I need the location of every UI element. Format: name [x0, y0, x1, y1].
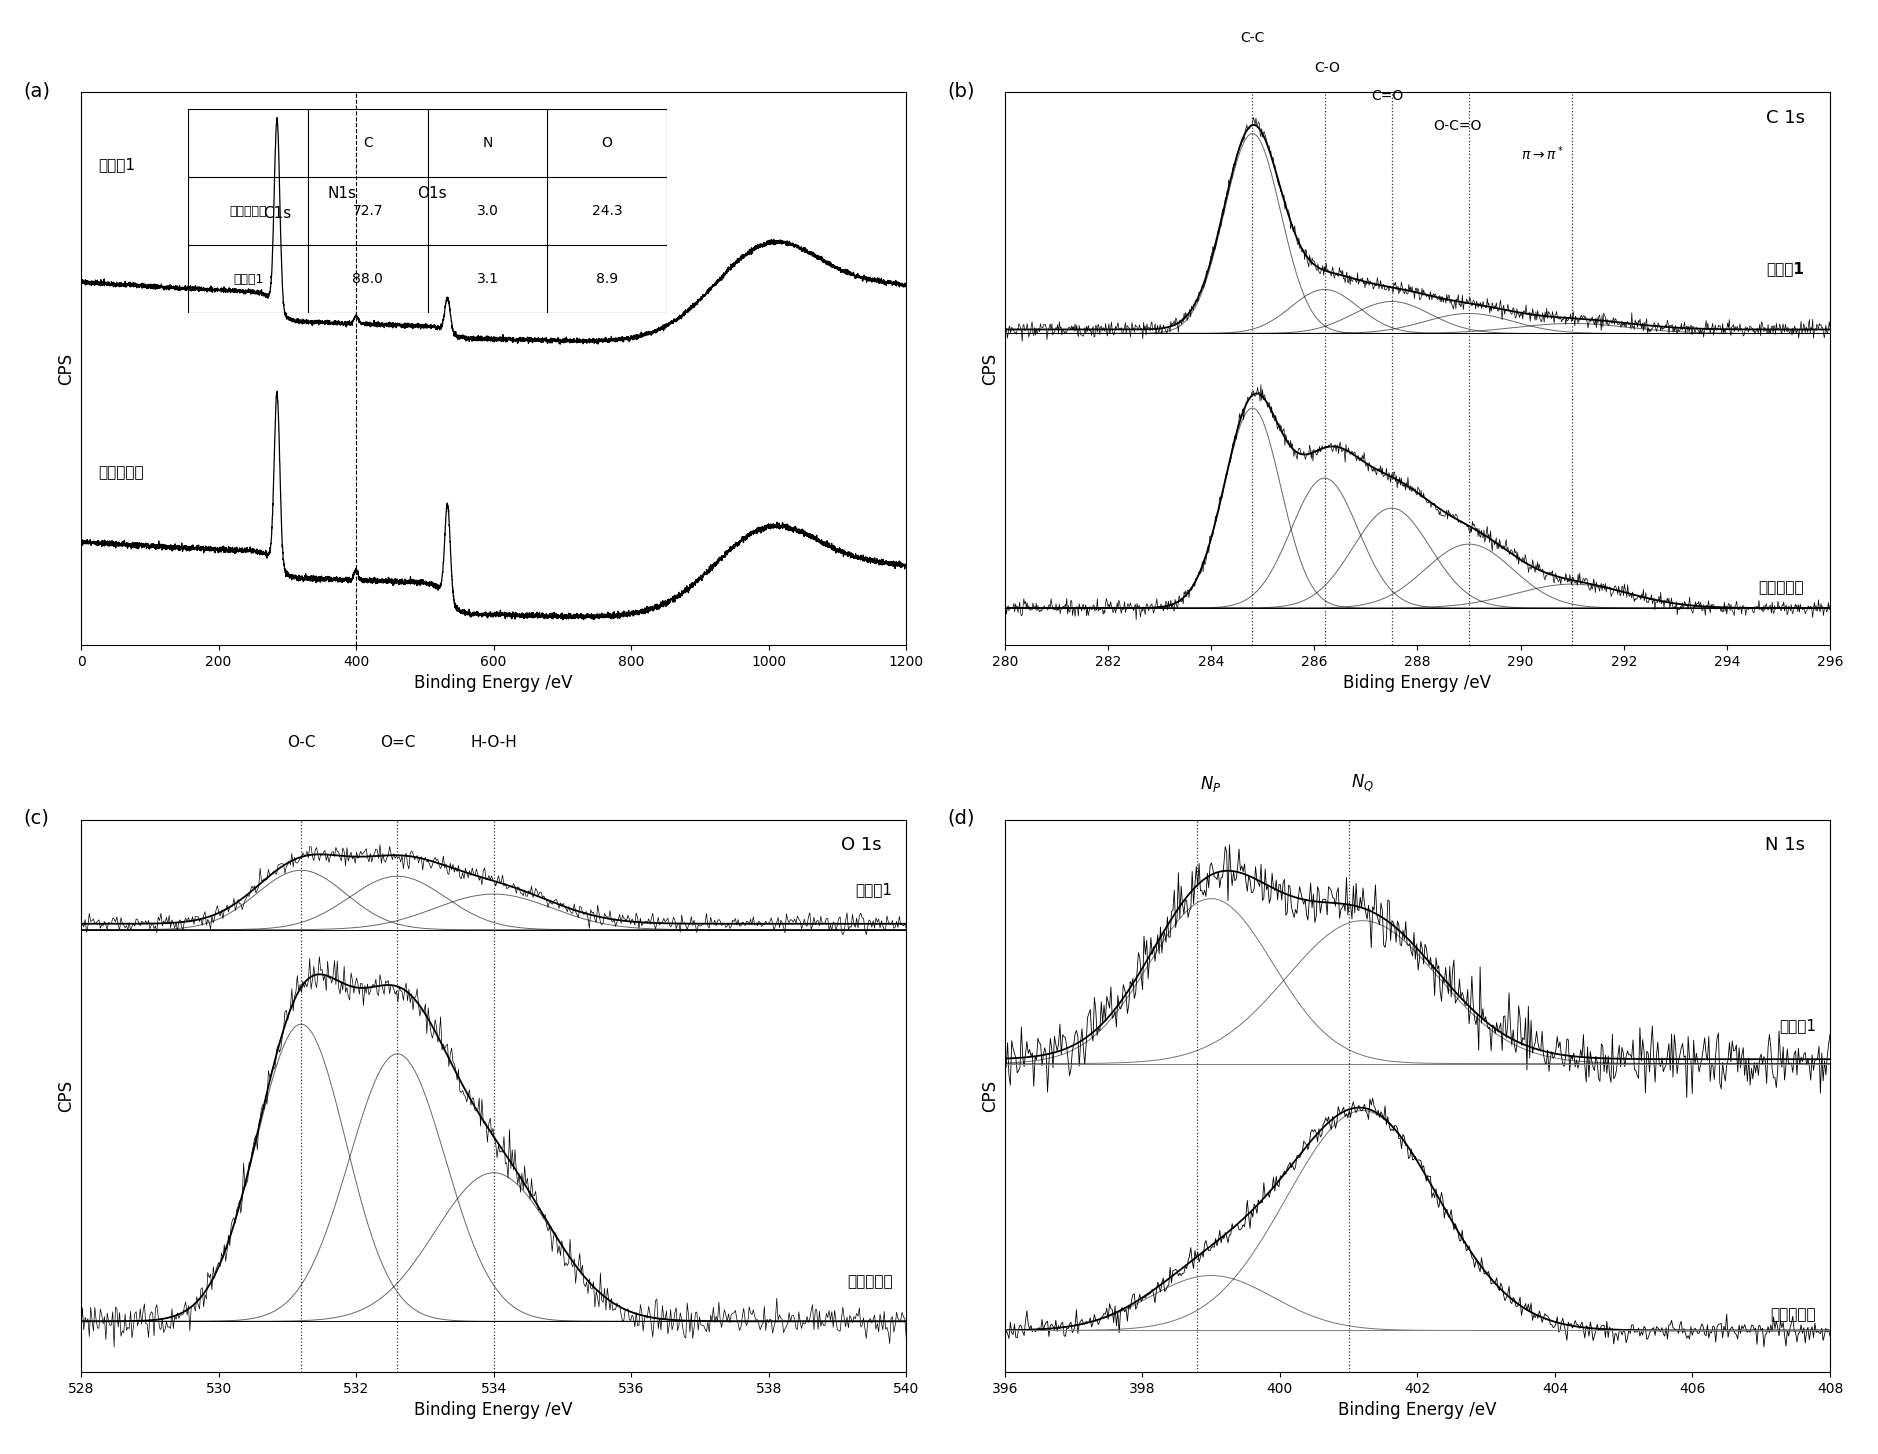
Text: 实施例1: 实施例1 — [1767, 262, 1805, 276]
Text: (b): (b) — [947, 81, 975, 100]
Text: 未处理炭氈: 未处理炭氈 — [1771, 1307, 1816, 1323]
Text: N 1s: N 1s — [1765, 836, 1805, 853]
Text: 未处理炭氈: 未处理炭氈 — [847, 1274, 892, 1288]
Text: N1s: N1s — [329, 186, 357, 201]
Text: (d): (d) — [947, 808, 975, 827]
Text: O=C: O=C — [379, 736, 415, 750]
Text: C-O: C-O — [1315, 61, 1341, 76]
Text: O 1s: O 1s — [841, 836, 881, 853]
Y-axis label: CPS: CPS — [58, 353, 75, 385]
Text: O-C=O: O-C=O — [1433, 119, 1482, 132]
X-axis label: Biding Energy /eV: Biding Energy /eV — [1343, 675, 1491, 692]
Text: 实施例1: 实施例1 — [856, 883, 892, 897]
Text: 未处理炭氈: 未处理炭氈 — [98, 465, 145, 481]
Text: $\pi\rightarrow\pi^*$: $\pi\rightarrow\pi^*$ — [1521, 144, 1562, 163]
X-axis label: Binding Energy /eV: Binding Energy /eV — [415, 675, 573, 692]
Text: 实施例1: 实施例1 — [98, 157, 135, 173]
Text: $N_P$: $N_P$ — [1200, 774, 1223, 794]
Y-axis label: CPS: CPS — [58, 1080, 75, 1112]
Text: C-C: C-C — [1239, 31, 1264, 45]
X-axis label: Binding Energy /eV: Binding Energy /eV — [1339, 1402, 1497, 1419]
Text: 未处理炭氈: 未处理炭氈 — [1758, 580, 1805, 595]
Text: (a): (a) — [23, 81, 51, 100]
Y-axis label: CPS: CPS — [982, 1080, 999, 1112]
Y-axis label: CPS: CPS — [982, 353, 999, 385]
Text: O-C: O-C — [287, 736, 316, 750]
Text: (c): (c) — [23, 808, 49, 827]
Text: $N_Q$: $N_Q$ — [1350, 772, 1375, 794]
Text: C=O: C=O — [1371, 89, 1403, 103]
Text: C1s: C1s — [263, 206, 291, 221]
Text: O1s: O1s — [417, 186, 447, 201]
Text: 实施例1: 实施例1 — [1778, 1019, 1816, 1034]
Text: H-O-H: H-O-H — [470, 736, 516, 750]
Text: C 1s: C 1s — [1767, 109, 1805, 126]
X-axis label: Binding Energy /eV: Binding Energy /eV — [415, 1402, 573, 1419]
